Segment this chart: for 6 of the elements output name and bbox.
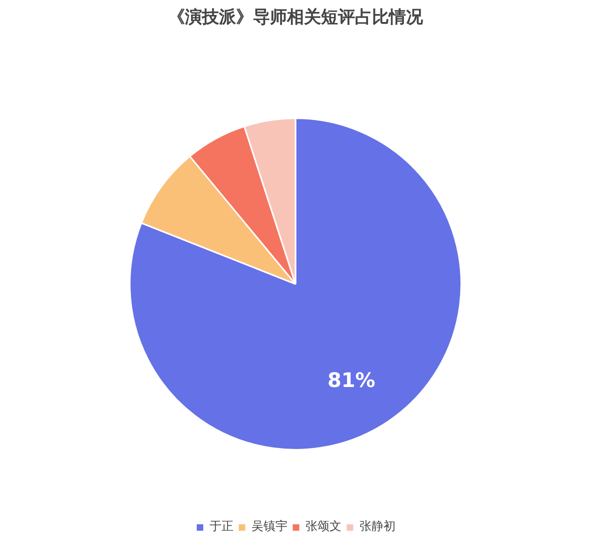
data-label: 81% <box>327 368 376 392</box>
legend-label: 张静初 <box>360 518 396 535</box>
legend-label: 张颂文 <box>306 518 342 535</box>
chart-title: 《演技派》导师相关短评占比情况 <box>168 8 424 28</box>
legend-label: 吴镇宇 <box>252 518 288 535</box>
legend-label: 于正 <box>210 518 234 535</box>
